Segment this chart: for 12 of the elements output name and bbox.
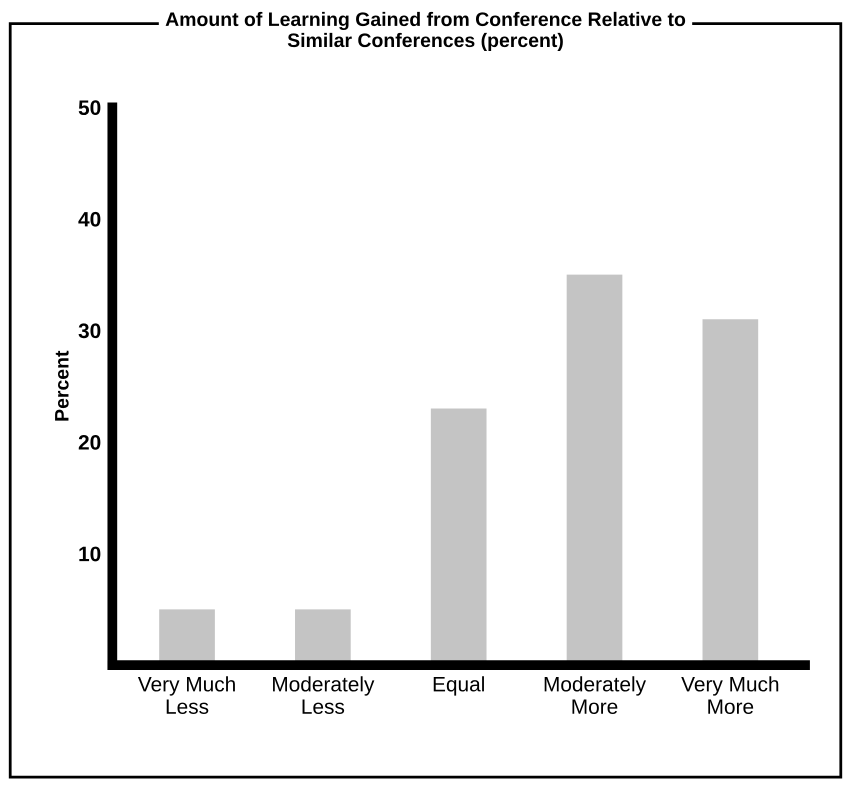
y-tick-label: 50 — [78, 100, 100, 116]
x-tick-label: Equal — [434, 676, 484, 696]
y-tick-label: 40 — [78, 212, 100, 227]
x-tick-label: Moderately Less — [273, 676, 374, 714]
y-tick-label: 20 — [78, 435, 100, 450]
x-tick-label: Very Much More — [681, 676, 778, 714]
x-tick-label: Moderately More — [544, 676, 646, 714]
y-tick-label: 30 — [78, 323, 100, 338]
y-tick-label: 10 — [79, 546, 100, 562]
x-tick-label: Very Much Less — [138, 676, 235, 714]
y-axis-title: Percent — [55, 350, 69, 421]
chart-title: Amount of Learning Gained from Conference Relative to Similar Conferences (percent) — [166, 12, 686, 51]
